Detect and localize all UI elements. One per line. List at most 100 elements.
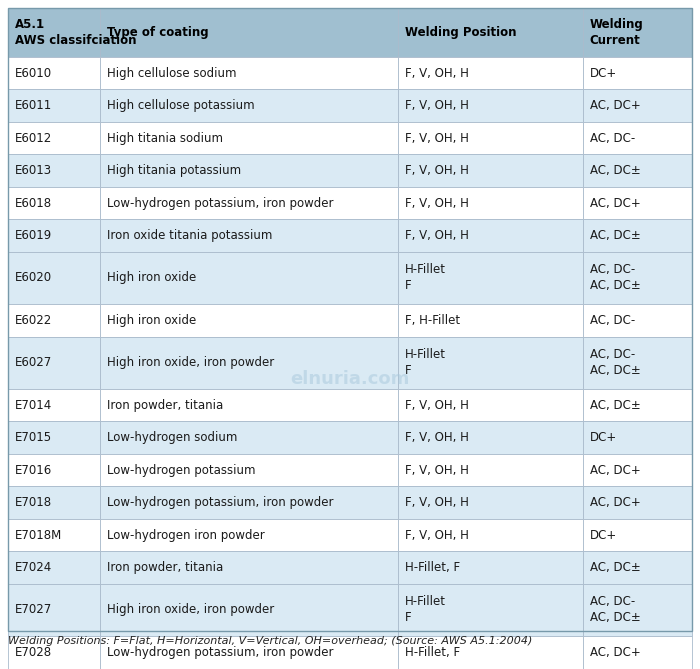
Bar [582,421,692,454]
Text: Low-hydrogen sodium: Low-hydrogen sodium [107,432,238,444]
Bar [582,252,692,304]
Text: AC, DC+: AC, DC+ [589,464,640,476]
Bar [398,421,582,454]
Text: H-Fillet
F: H-Fillet F [405,595,446,624]
Bar [582,551,692,584]
Text: Low-hydrogen potassium, iron powder: Low-hydrogen potassium, iron powder [107,496,334,509]
Text: F, V, OH, H: F, V, OH, H [405,399,469,411]
Bar [582,519,692,551]
Bar [582,389,692,421]
Text: E7018M: E7018M [15,529,62,542]
Text: E6027: E6027 [15,357,52,369]
Text: E6010: E6010 [15,67,52,80]
Text: Type of coating: Type of coating [107,26,209,39]
Text: H-Fillet, F: H-Fillet, F [405,561,460,574]
Bar [100,155,398,187]
Bar [8,252,100,304]
Text: DC+: DC+ [589,529,617,542]
Bar [100,389,398,421]
Text: AC, DC+: AC, DC+ [589,99,640,112]
Bar [8,551,100,584]
Bar [100,122,398,155]
Text: DC+: DC+ [589,67,617,80]
Text: F, V, OH, H: F, V, OH, H [405,67,469,80]
Bar [100,636,398,668]
Bar [582,636,692,668]
Bar [582,90,692,122]
Text: F, H-Fillet: F, H-Fillet [405,314,460,327]
Text: Welding Positions: F=Flat, H=Horizontal, V=Vertical, OH=overhead; (Source: AWS A: Welding Positions: F=Flat, H=Horizontal,… [8,636,533,646]
Text: High cellulose sodium: High cellulose sodium [107,67,237,80]
Bar [8,454,100,486]
Bar [582,304,692,337]
Bar [8,337,100,389]
Bar [582,584,692,636]
Bar [398,486,582,519]
Text: AC, DC-
AC, DC±: AC, DC- AC, DC± [589,264,640,292]
Bar [100,421,398,454]
Bar [582,57,692,90]
Text: High cellulose potassium: High cellulose potassium [107,99,255,112]
Bar [8,421,100,454]
Text: E6019: E6019 [15,229,52,242]
Text: F, V, OH, H: F, V, OH, H [405,132,469,145]
Bar [398,636,582,668]
Text: elnuria.com: elnuria.com [290,370,410,388]
Bar [100,519,398,551]
Bar [398,389,582,421]
Text: High titania potassium: High titania potassium [107,164,241,177]
Bar [100,486,398,519]
Bar [100,454,398,486]
Bar [398,519,582,551]
Text: F, V, OH, H: F, V, OH, H [405,464,469,476]
Text: E7015: E7015 [15,432,52,444]
Text: E6022: E6022 [15,314,52,327]
Bar [100,57,398,90]
Bar [398,8,582,57]
Text: F, V, OH, H: F, V, OH, H [405,432,469,444]
Text: H-Fillet
F: H-Fillet F [405,349,446,377]
Bar [582,219,692,252]
Text: High iron oxide, iron powder: High iron oxide, iron powder [107,603,274,616]
Bar [582,155,692,187]
Text: H-Fillet, F: H-Fillet, F [405,646,460,659]
Text: Iron powder, titania: Iron powder, titania [107,561,223,574]
Text: High iron oxide: High iron oxide [107,314,197,327]
Bar [398,551,582,584]
Bar [100,584,398,636]
Bar [582,486,692,519]
Text: F, V, OH, H: F, V, OH, H [405,496,469,509]
Bar [398,252,582,304]
Text: AC, DC±: AC, DC± [589,399,640,411]
Text: F, V, OH, H: F, V, OH, H [405,229,469,242]
Bar [8,389,100,421]
Text: E6013: E6013 [15,164,52,177]
Bar [8,519,100,551]
Text: F, V, OH, H: F, V, OH, H [405,529,469,542]
Text: E7028: E7028 [15,646,52,659]
Text: AC, DC+: AC, DC+ [589,646,640,659]
Bar [8,155,100,187]
Text: F, V, OH, H: F, V, OH, H [405,164,469,177]
Bar [8,304,100,337]
Bar [582,337,692,389]
Text: AC, DC+: AC, DC+ [589,496,640,509]
Bar [8,57,100,90]
Bar [582,122,692,155]
Bar [8,636,100,668]
Text: AC, DC±: AC, DC± [589,229,640,242]
Bar [8,90,100,122]
Bar [100,304,398,337]
Bar [100,219,398,252]
Text: E7014: E7014 [15,399,52,411]
Bar [398,122,582,155]
Text: E6018: E6018 [15,197,52,209]
Text: Low-hydrogen potassium, iron powder: Low-hydrogen potassium, iron powder [107,197,334,209]
Text: F, V, OH, H: F, V, OH, H [405,197,469,209]
Text: E6011: E6011 [15,99,52,112]
Bar [582,8,692,57]
Text: AC, DC-: AC, DC- [589,314,635,327]
Text: AC, DC±: AC, DC± [589,561,640,574]
Text: Welding
Current: Welding Current [589,18,643,47]
Text: AC, DC±: AC, DC± [589,164,640,177]
